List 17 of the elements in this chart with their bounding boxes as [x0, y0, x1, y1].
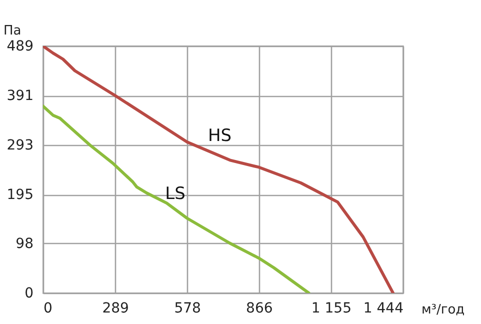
y-tick-label: 0 — [24, 286, 34, 302]
x-tick-label: 1 444 — [363, 300, 404, 316]
x-tick-label: 866 — [246, 300, 273, 316]
series-label: LS — [165, 184, 186, 204]
y-tick-label: 98 — [16, 236, 34, 252]
x-tick-label: 1 155 — [311, 300, 352, 316]
line-series — [43, 104, 310, 293]
x-axis-title: м³/год — [422, 302, 465, 318]
y-tick-label: 489 — [6, 38, 34, 54]
x-tick-label: 0 — [44, 300, 52, 316]
x-tick-label: 578 — [174, 300, 201, 316]
y-axis-title: Па — [4, 24, 22, 38]
x-tick-label: 289 — [102, 300, 129, 316]
y-tick-label: 293 — [6, 138, 34, 154]
y-tick-label: 195 — [6, 187, 34, 204]
y-tick-label: 391 — [6, 88, 34, 104]
series-label: HS — [208, 126, 232, 146]
